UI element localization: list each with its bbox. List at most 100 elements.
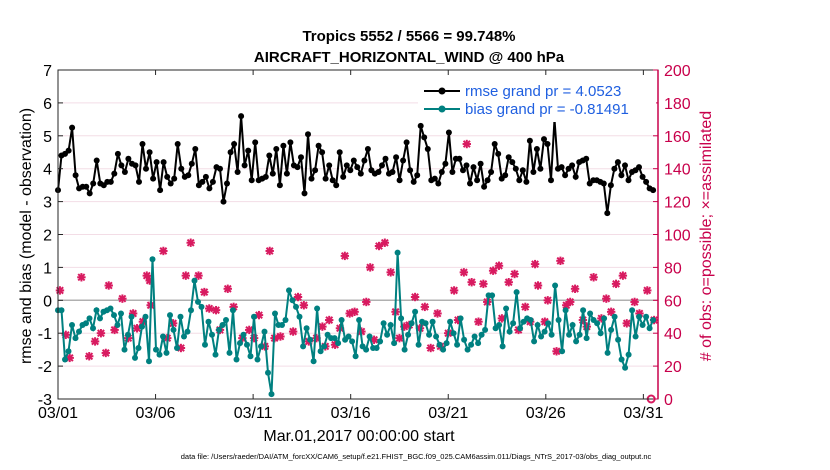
- x-axis-label: Mar.01,2017 00:00:00 start: [263, 428, 455, 445]
- bias-point: [447, 318, 454, 325]
- rmse-point: [329, 177, 336, 184]
- bias-point: [398, 315, 405, 322]
- assimilated-count-marker: [110, 325, 119, 335]
- bias-point: [632, 333, 639, 340]
- bias-point: [107, 305, 114, 312]
- rmse-point: [188, 160, 195, 167]
- bias-point: [422, 320, 429, 327]
- assimilated-count-marker: [479, 279, 488, 289]
- y-right-tick-label: 40: [664, 326, 682, 343]
- rmse-point: [209, 178, 216, 185]
- bias-point: [482, 326, 489, 333]
- bias-point: [415, 341, 422, 348]
- y-right-tick-label: 60: [664, 293, 682, 310]
- rmse-point: [361, 157, 368, 164]
- y-left-tick-label: 7: [43, 63, 52, 80]
- bias-point: [464, 346, 471, 353]
- legend-rmse-label: rmse grand pr = 4.0523: [465, 83, 621, 100]
- assimilated-count-marker: [340, 251, 350, 261]
- rmse-point: [139, 141, 146, 147]
- rmse-point: [477, 160, 484, 167]
- rmse-point: [350, 157, 357, 164]
- rmse-point: [382, 155, 389, 162]
- bias-point: [272, 310, 278, 317]
- rmse-point: [118, 162, 125, 169]
- x-tick-label: 03/16: [331, 405, 371, 422]
- bias-point: [506, 328, 513, 335]
- rmse-point: [636, 164, 642, 171]
- bias-point: [636, 313, 643, 320]
- rmse-point: [65, 147, 72, 154]
- rmse-point: [357, 170, 364, 177]
- data-file-footnote: data file: /Users/raeder/DAI/ATM_forcXX/…: [181, 452, 652, 461]
- rmse-point: [519, 167, 526, 174]
- bias-point: [216, 326, 222, 333]
- bias-point: [135, 345, 142, 351]
- bias-point: [184, 328, 191, 335]
- assimilated-count-marker: [611, 279, 621, 289]
- x-tick-label: 03/06: [136, 405, 176, 422]
- rmse-point: [607, 182, 614, 189]
- bias-point: [268, 391, 275, 398]
- y-right-tick-label: 20: [664, 359, 682, 376]
- rmse-point: [234, 169, 241, 175]
- assimilated-count-marker: [362, 297, 371, 307]
- rmse-point: [421, 134, 428, 141]
- bias-point: [149, 256, 156, 263]
- bias-point: [111, 312, 117, 319]
- bias-point: [496, 322, 503, 328]
- rmse-point: [502, 172, 509, 179]
- bias-point: [132, 354, 138, 361]
- rmse-point: [164, 173, 171, 180]
- assimilated-count-marker: [386, 268, 395, 277]
- y-left-tick-label: -2: [38, 359, 52, 376]
- rmse-point: [294, 164, 301, 171]
- rmse-point: [276, 182, 283, 189]
- right-axis-ticks: 0 20 40 60 80 100 120 140 160 180 200: [653, 63, 691, 409]
- bias-point: [195, 298, 201, 305]
- y-axis-right-label: # of obs: o=possible; ×=assimilated: [698, 111, 715, 361]
- bias-point: [405, 331, 412, 338]
- bias-point: [310, 358, 317, 365]
- y-right-tick-label: 100: [664, 228, 691, 245]
- bias-point: [475, 340, 482, 347]
- bias-point: [265, 369, 271, 376]
- rmse-point: [474, 177, 481, 184]
- rmse-point: [463, 162, 470, 169]
- rmse-point: [470, 164, 477, 171]
- assimilated-count-marker: [622, 319, 631, 328]
- bias-point: [279, 322, 285, 328]
- assimilated-count-marker: [618, 271, 628, 280]
- bias-point: [548, 331, 555, 338]
- bias-point: [566, 331, 573, 338]
- bias-point: [146, 358, 152, 365]
- bias-point: [233, 356, 240, 363]
- rmse-point: [505, 154, 512, 161]
- rmse-point: [393, 154, 400, 161]
- rmse-point: [315, 142, 322, 149]
- y-right-tick-label: 140: [664, 162, 691, 179]
- rmse-point: [90, 180, 97, 187]
- rmse-point: [484, 177, 491, 184]
- assimilated-count-marker: [433, 309, 442, 318]
- assimilated-count-marker: [530, 259, 540, 269]
- rmse-point: [445, 129, 452, 136]
- assimilated-count-marker: [556, 256, 565, 266]
- legend-bias-label: bias grand pr = -0.81491: [465, 101, 629, 118]
- rmse-point: [224, 180, 230, 187]
- rmse-point: [526, 137, 533, 144]
- rmse-point: [562, 172, 569, 179]
- y-left-tick-label: 3: [43, 195, 52, 212]
- rmse-point: [431, 175, 438, 182]
- rmse-point: [639, 173, 646, 180]
- bias-point: [597, 330, 604, 337]
- y-right-tick-label: 160: [664, 129, 691, 146]
- bias-point: [489, 292, 496, 299]
- bias-point: [468, 341, 475, 348]
- rmse-point: [403, 139, 410, 146]
- rmse-point: [340, 173, 347, 180]
- rmse-point: [160, 159, 167, 166]
- bias-point: [629, 307, 636, 314]
- rmse-point: [238, 113, 245, 120]
- bias-point: [90, 325, 96, 332]
